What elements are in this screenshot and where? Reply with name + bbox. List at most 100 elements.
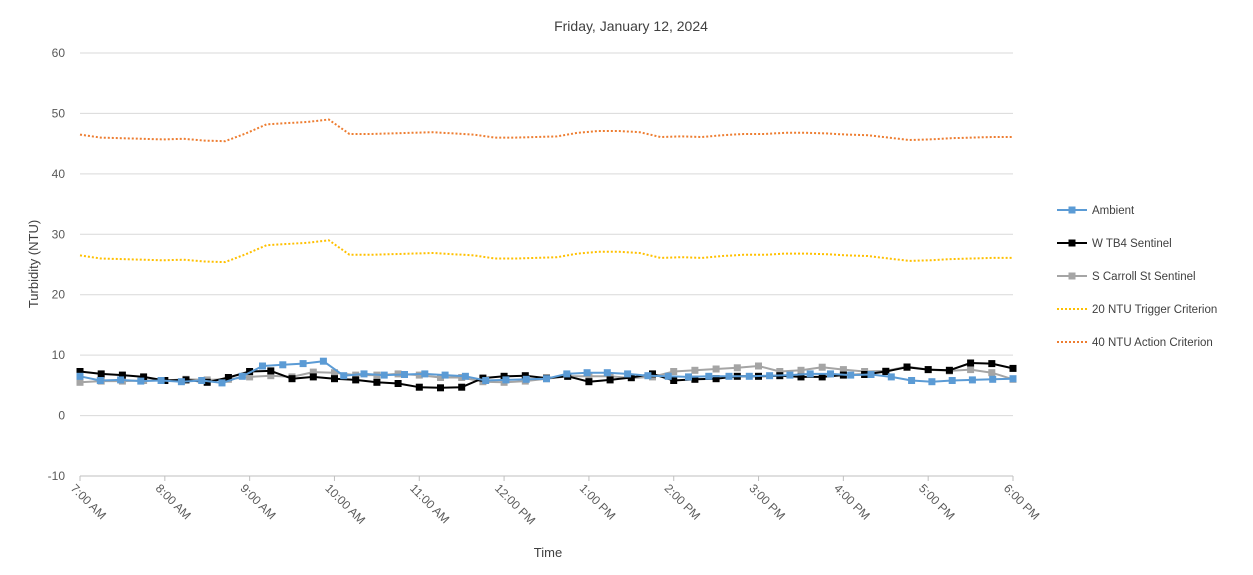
data-point: [309, 368, 317, 376]
data-point: [924, 366, 932, 374]
data-point: [797, 366, 805, 374]
data-point: [319, 357, 327, 365]
x-axis-label: Time: [534, 545, 562, 560]
data-point: [712, 375, 720, 383]
data-point: [157, 377, 165, 384]
data-point: [988, 369, 996, 377]
legend-label: W TB4 Sentinel: [1092, 238, 1172, 250]
data-point: [670, 377, 678, 384]
data-point: [76, 378, 84, 386]
y-axis-label: Turbidity (NTU): [26, 220, 41, 308]
data-point: [415, 371, 423, 379]
legend-swatch-marker: [1068, 206, 1076, 214]
data-point: [288, 375, 296, 383]
legend-label: 20 NTU Trigger Criterion: [1092, 304, 1217, 316]
data-point: [1009, 364, 1017, 372]
data-point: [441, 371, 449, 379]
series-0: [76, 357, 1017, 387]
data-point: [818, 363, 826, 371]
data-point: [928, 378, 936, 386]
series-4: [79, 118, 1013, 143]
data-point: [967, 359, 975, 367]
data-point: [1009, 375, 1017, 383]
data-point: [624, 370, 632, 378]
data-point: [415, 383, 423, 391]
data-point: [797, 373, 805, 381]
data-point: [606, 372, 614, 380]
data-point: [818, 373, 826, 381]
chart-title: Friday, January 12, 2024: [554, 18, 708, 34]
data-point: [585, 372, 593, 380]
data-point: [198, 377, 206, 384]
data-point: [246, 373, 254, 381]
data-point: [140, 373, 148, 381]
data-point: [603, 369, 611, 377]
data-point: [437, 384, 444, 392]
data-point: [670, 368, 678, 375]
data-point: [458, 374, 466, 381]
data-point: [340, 372, 348, 380]
data-point: [806, 370, 814, 378]
data-point: [97, 370, 105, 378]
data-point: [685, 373, 692, 381]
data-point: [627, 374, 635, 381]
data-point: [543, 375, 550, 383]
data-point: [664, 372, 672, 380]
data-point: [691, 375, 699, 383]
data-point: [712, 365, 720, 373]
data-point: [867, 371, 875, 378]
data-point: [309, 373, 317, 381]
data-point: [373, 378, 381, 386]
data-point: [401, 371, 408, 378]
data-point: [352, 376, 360, 384]
data-point: [908, 377, 916, 384]
data-point: [948, 377, 956, 384]
y-tick-label: 0: [58, 409, 65, 423]
data-point: [733, 364, 741, 372]
series-layer: [76, 118, 1017, 392]
data-point: [182, 376, 190, 384]
data-point: [725, 372, 733, 380]
data-point: [461, 372, 469, 380]
data-point: [786, 371, 794, 379]
data-point: [267, 367, 275, 375]
data-point: [705, 372, 713, 380]
data-point: [606, 376, 614, 384]
data-point: [522, 375, 530, 383]
data-point: [945, 366, 953, 374]
data-point: [76, 368, 84, 375]
data-point: [839, 366, 847, 374]
data-point: [299, 360, 307, 368]
gridlines: [80, 52, 1013, 477]
data-point: [421, 370, 429, 378]
data-point: [988, 360, 996, 368]
data-point: [585, 378, 593, 386]
data-point: [563, 370, 571, 378]
data-point: [218, 379, 226, 387]
data-point: [238, 372, 246, 380]
data-point: [745, 372, 753, 380]
series-line: [79, 118, 1013, 143]
y-axis-tick-labels: -10 0 10 20 30 40 50 60: [48, 46, 66, 483]
data-point: [380, 371, 388, 379]
y-tick-label: -10: [48, 469, 66, 483]
data-point: [967, 366, 975, 374]
data-point: [177, 378, 185, 386]
data-point: [903, 363, 911, 371]
data-point: [76, 372, 84, 380]
data-point: [259, 362, 266, 370]
data-point: [766, 372, 774, 380]
data-point: [267, 372, 275, 380]
data-point: [118, 371, 126, 379]
legend: Ambient W TB4 Sentinel S Carroll St Sentin…: [1057, 205, 1217, 349]
data-point: [989, 375, 997, 383]
data-point: [437, 374, 444, 381]
data-point: [644, 372, 652, 380]
y-tick-label: 40: [52, 167, 66, 181]
data-point: [224, 374, 232, 381]
data-point: [500, 372, 508, 380]
data-point: [394, 380, 402, 387]
